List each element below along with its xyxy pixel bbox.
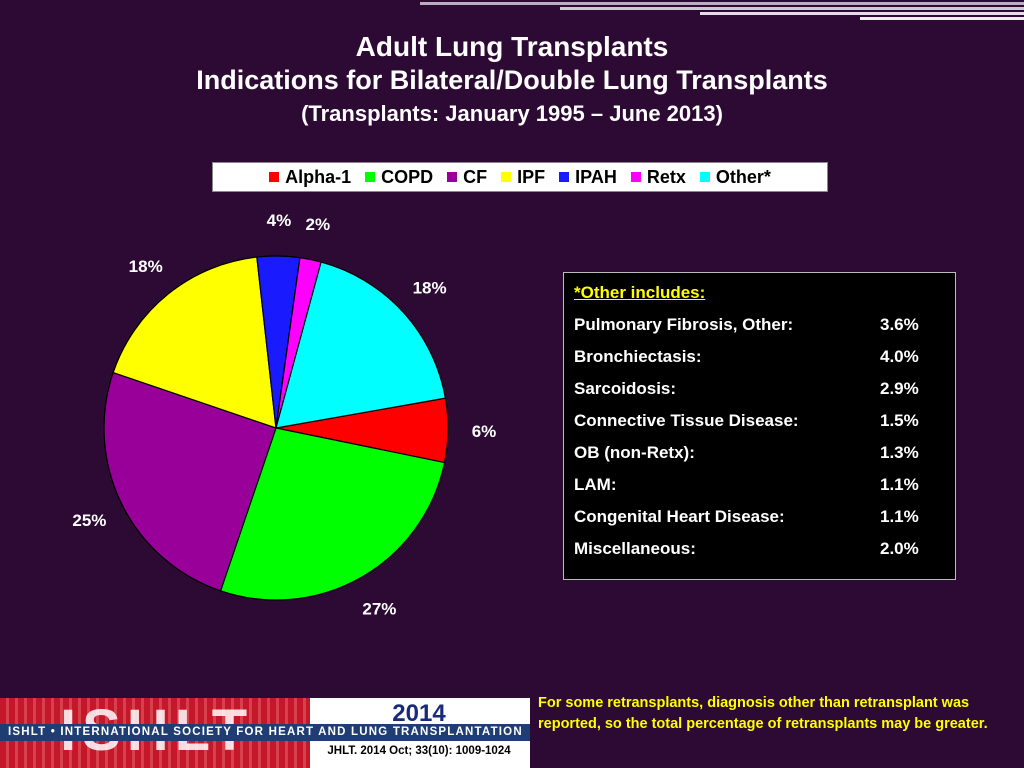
other-item-name: Congenital Heart Disease: bbox=[574, 507, 785, 526]
chart-legend: Alpha-1 COPD CF IPF IPAH Retx Other* bbox=[212, 162, 828, 192]
other-item-name: OB (non-Retx): bbox=[574, 443, 695, 462]
date-range: (Transplants: January 1995 – June 2013) bbox=[301, 101, 723, 126]
title-block: Adult Lung Transplants Indications for B… bbox=[0, 30, 1024, 129]
legend-swatch-copd bbox=[365, 172, 376, 182]
other-item: Miscellaneous: 2.0% bbox=[574, 539, 946, 563]
pie-slice-copd bbox=[219, 427, 446, 601]
pie-slice-cf bbox=[103, 371, 277, 592]
top-stripes bbox=[0, 0, 1024, 22]
legend-swatch-ipf bbox=[501, 172, 512, 182]
legend-swatch-alpha1 bbox=[269, 172, 280, 182]
other-item-name: Pulmonary Fibrosis, Other: bbox=[574, 315, 794, 334]
report-year: 2014 bbox=[392, 700, 446, 727]
pie-data-label: 2% bbox=[306, 215, 331, 234]
other-item: Congenital Heart Disease: 1.1% bbox=[574, 507, 946, 531]
page-subtitle: Indications for Bilateral/Double Lung Tr… bbox=[196, 65, 828, 95]
other-item-value: 1.1% bbox=[880, 475, 919, 494]
other-item: Sarcoidosis: 2.9% bbox=[574, 379, 946, 403]
other-item-name: LAM: bbox=[574, 475, 617, 494]
other-item-name: Connective Tissue Disease: bbox=[574, 411, 799, 430]
legend-item-retx: Retx bbox=[630, 166, 686, 188]
pie-data-label: 25% bbox=[72, 511, 106, 530]
legend-label-copd: COPD bbox=[381, 166, 434, 187]
other-item: Connective Tissue Disease: 1.5% bbox=[574, 411, 946, 435]
other-item-value: 3.6% bbox=[880, 315, 919, 334]
legend-label-other: Other* bbox=[715, 166, 771, 187]
other-item-value: 2.0% bbox=[880, 539, 919, 558]
other-item-value: 1.5% bbox=[880, 411, 919, 430]
legend-item-alpha1: Alpha-1 bbox=[269, 167, 351, 188]
other-item-value: 2.9% bbox=[880, 379, 919, 398]
other-includes-title: *Other includes: bbox=[574, 283, 706, 302]
other-item: OB (non-Retx): 1.3% bbox=[574, 443, 946, 467]
pie-data-label: 4% bbox=[267, 211, 292, 230]
legend-label-cf: CF bbox=[463, 166, 488, 187]
other-item: LAM: 1.1% bbox=[574, 475, 946, 499]
other-item-value: 1.3% bbox=[880, 443, 919, 462]
pie-slice-ipf bbox=[112, 256, 277, 429]
pie-data-label: 18% bbox=[413, 279, 447, 298]
legend-label-ipah: IPAH bbox=[575, 166, 617, 187]
legend-item-other: Other* bbox=[699, 166, 771, 188]
ishlt-org-name: ISHLT • INTERNATIONAL SOCIETY FOR HEART … bbox=[0, 724, 530, 741]
legend-swatch-other bbox=[699, 172, 710, 182]
other-item-value: 1.1% bbox=[880, 507, 919, 526]
pie-data-label: 6% bbox=[472, 422, 497, 441]
other-item-name: Miscellaneous: bbox=[574, 539, 696, 558]
legend-item-ipah: IPAH bbox=[559, 167, 617, 188]
pie-data-label: 18% bbox=[129, 257, 163, 276]
other-includes-box: *Other includes: Pulmonary Fibrosis, Oth… bbox=[563, 272, 956, 580]
legend-swatch-cf bbox=[447, 172, 458, 182]
citation: JHLT. 2014 Oct; 33(10): 1009-1024 bbox=[327, 745, 511, 757]
pie-slice-other bbox=[275, 261, 447, 429]
other-item-name: Sarcoidosis: bbox=[574, 379, 677, 398]
legend-label-alpha1: Alpha-1 bbox=[285, 166, 352, 187]
other-item-value: 4.0% bbox=[880, 347, 919, 366]
legend-item-ipf: IPF bbox=[501, 167, 545, 188]
legend-swatch-ipah bbox=[559, 172, 570, 182]
other-item-name: Bronchiectasis: bbox=[574, 347, 702, 366]
legend-item-copd: COPD bbox=[365, 167, 433, 188]
retransplant-footnote: For some retransplants, diagnosis other … bbox=[538, 695, 988, 732]
legend-swatch-retx bbox=[630, 172, 641, 182]
pie-data-label: 27% bbox=[362, 600, 396, 619]
page-title: Adult Lung Transplants bbox=[355, 31, 669, 62]
legend-label-ipf: IPF bbox=[517, 166, 546, 187]
other-item: Pulmonary Fibrosis, Other: 3.6% bbox=[574, 315, 946, 339]
other-item: Bronchiectasis: 4.0% bbox=[574, 347, 946, 371]
legend-item-cf: CF bbox=[447, 167, 487, 188]
legend-label-retx: Retx bbox=[646, 166, 686, 187]
